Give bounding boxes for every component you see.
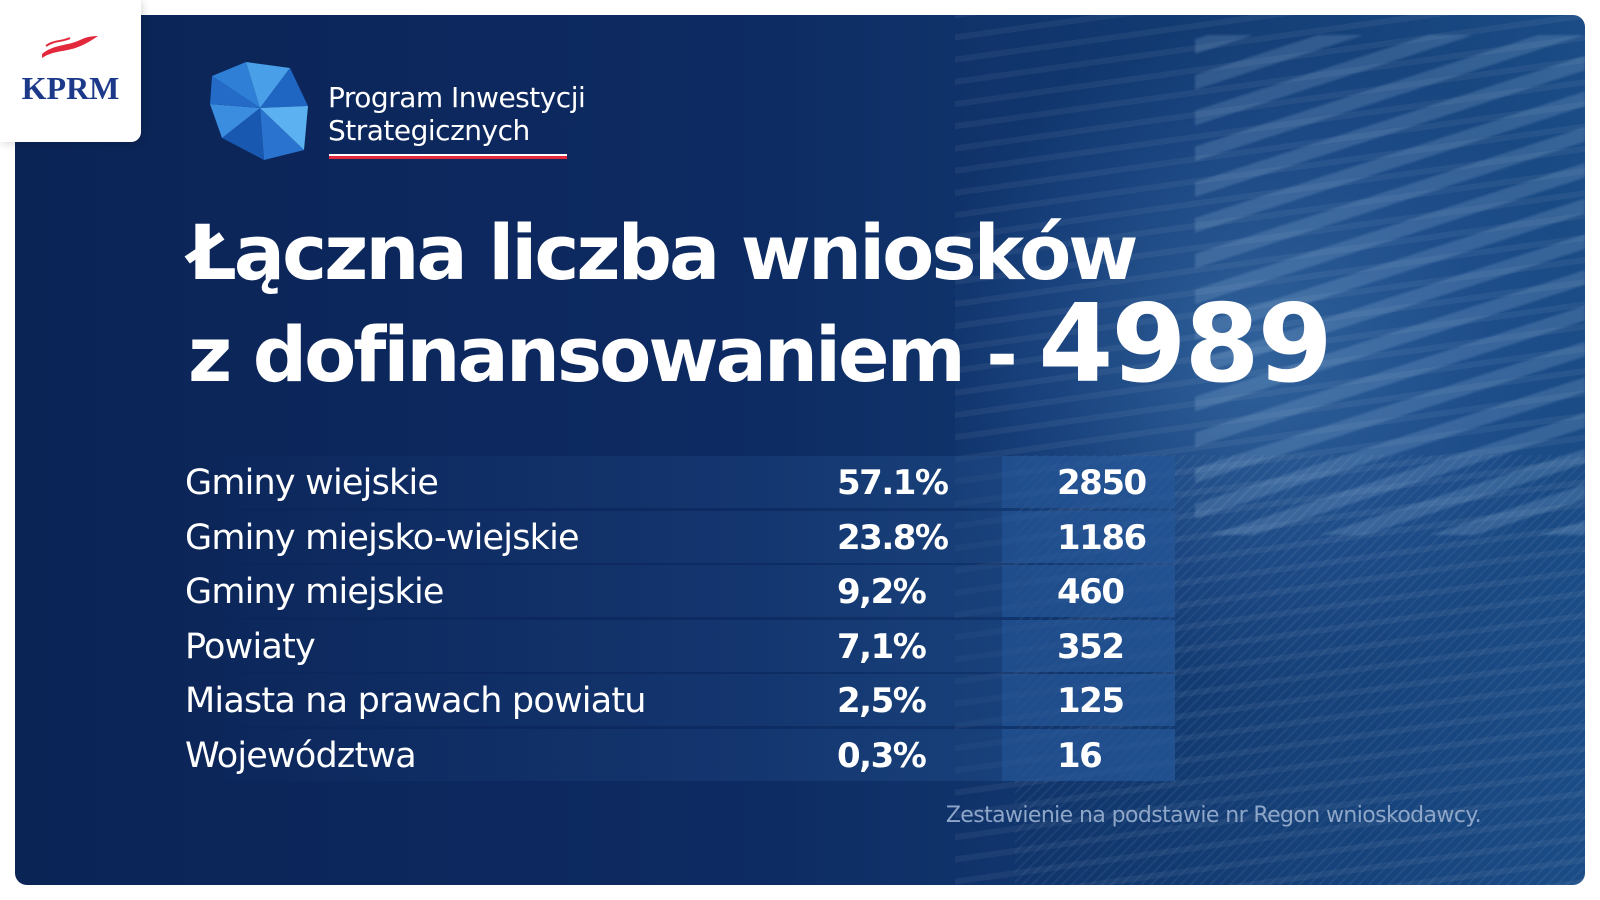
row-count: 16: [1057, 735, 1103, 776]
headline-line2: z dofinansowaniem - 4989: [188, 291, 1333, 401]
row-label: Gminy miejsko-wiejskie: [185, 517, 580, 558]
program-logo-icon: [210, 62, 308, 160]
headline-line2-text: z dofinansowaniem -: [188, 310, 1018, 399]
program-name-line1: Program Inwestycji: [328, 81, 586, 114]
table-row: Gminy miejsko-wiejskie 23.8% 1186: [185, 510, 1185, 565]
row-label: Gminy wiejskie: [185, 463, 439, 503]
row-count: 460: [1057, 572, 1125, 612]
program-name: Program Inwestycji Strategicznych: [328, 81, 586, 147]
applicants-table: Gminy wiejskie 57.1% 2850 Gminy miejsko-…: [185, 455, 1185, 782]
total-count: 4989: [1038, 282, 1333, 407]
table-row: Gminy miejskie 9,2% 460: [185, 564, 1185, 619]
row-percent: 9,2%: [837, 572, 927, 612]
program-underline: [329, 154, 567, 159]
row-count: 2850: [1057, 463, 1147, 503]
row-band: [185, 565, 1175, 617]
kprm-logo: KPRM: [0, 0, 141, 142]
row-label: Powiaty: [185, 626, 316, 667]
row-band-highlight: [1002, 619, 1175, 672]
row-count: 352: [1057, 626, 1125, 667]
row-count: 1186: [1057, 517, 1147, 558]
row-percent: 2,5%: [837, 681, 927, 721]
row-count: 125: [1057, 681, 1125, 721]
row-band-highlight: [1002, 456, 1175, 508]
row-label: Miasta na prawach powiatu: [185, 681, 646, 721]
row-band: [185, 456, 1175, 508]
row-band: [185, 510, 1175, 563]
kprm-logo-text: KPRM: [21, 70, 120, 106]
footnote: Zestawienie na podstawie nr Regon wniosk…: [945, 803, 1482, 828]
table-row: Powiaty 7,1% 352: [185, 619, 1185, 674]
table-row: Miasta na prawach powiatu 2,5% 125: [185, 673, 1185, 728]
table-row: Gminy wiejskie 57.1% 2850: [185, 455, 1185, 510]
headline: Łączna liczba wniosków z dofinansowaniem…: [188, 207, 1333, 401]
program-name-line2: Strategicznych: [328, 114, 530, 147]
paper-stack-texture: [1195, 35, 1585, 535]
row-label: Gminy miejskie: [185, 572, 444, 612]
row-band-highlight: [1002, 728, 1175, 781]
row-label: Województwa: [185, 735, 417, 776]
flag-icon: [42, 36, 98, 58]
infographic-card: Program Inwestycji Strategicznych Łączna…: [15, 15, 1585, 885]
row-percent: 57.1%: [837, 463, 949, 503]
row-percent: 7,1%: [837, 626, 927, 667]
headline-line1: Łączna liczba wniosków: [188, 208, 1138, 297]
row-band: [185, 619, 1175, 672]
row-percent: 0,3%: [837, 735, 927, 776]
row-band: [185, 728, 1175, 781]
row-percent: 23.8%: [837, 517, 949, 558]
row-band-highlight: [1002, 565, 1175, 617]
row-band-highlight: [1002, 510, 1175, 563]
row-band-highlight: [1002, 674, 1175, 726]
table-row: Województwa 0,3% 16: [185, 728, 1185, 783]
row-band: [185, 674, 1175, 726]
